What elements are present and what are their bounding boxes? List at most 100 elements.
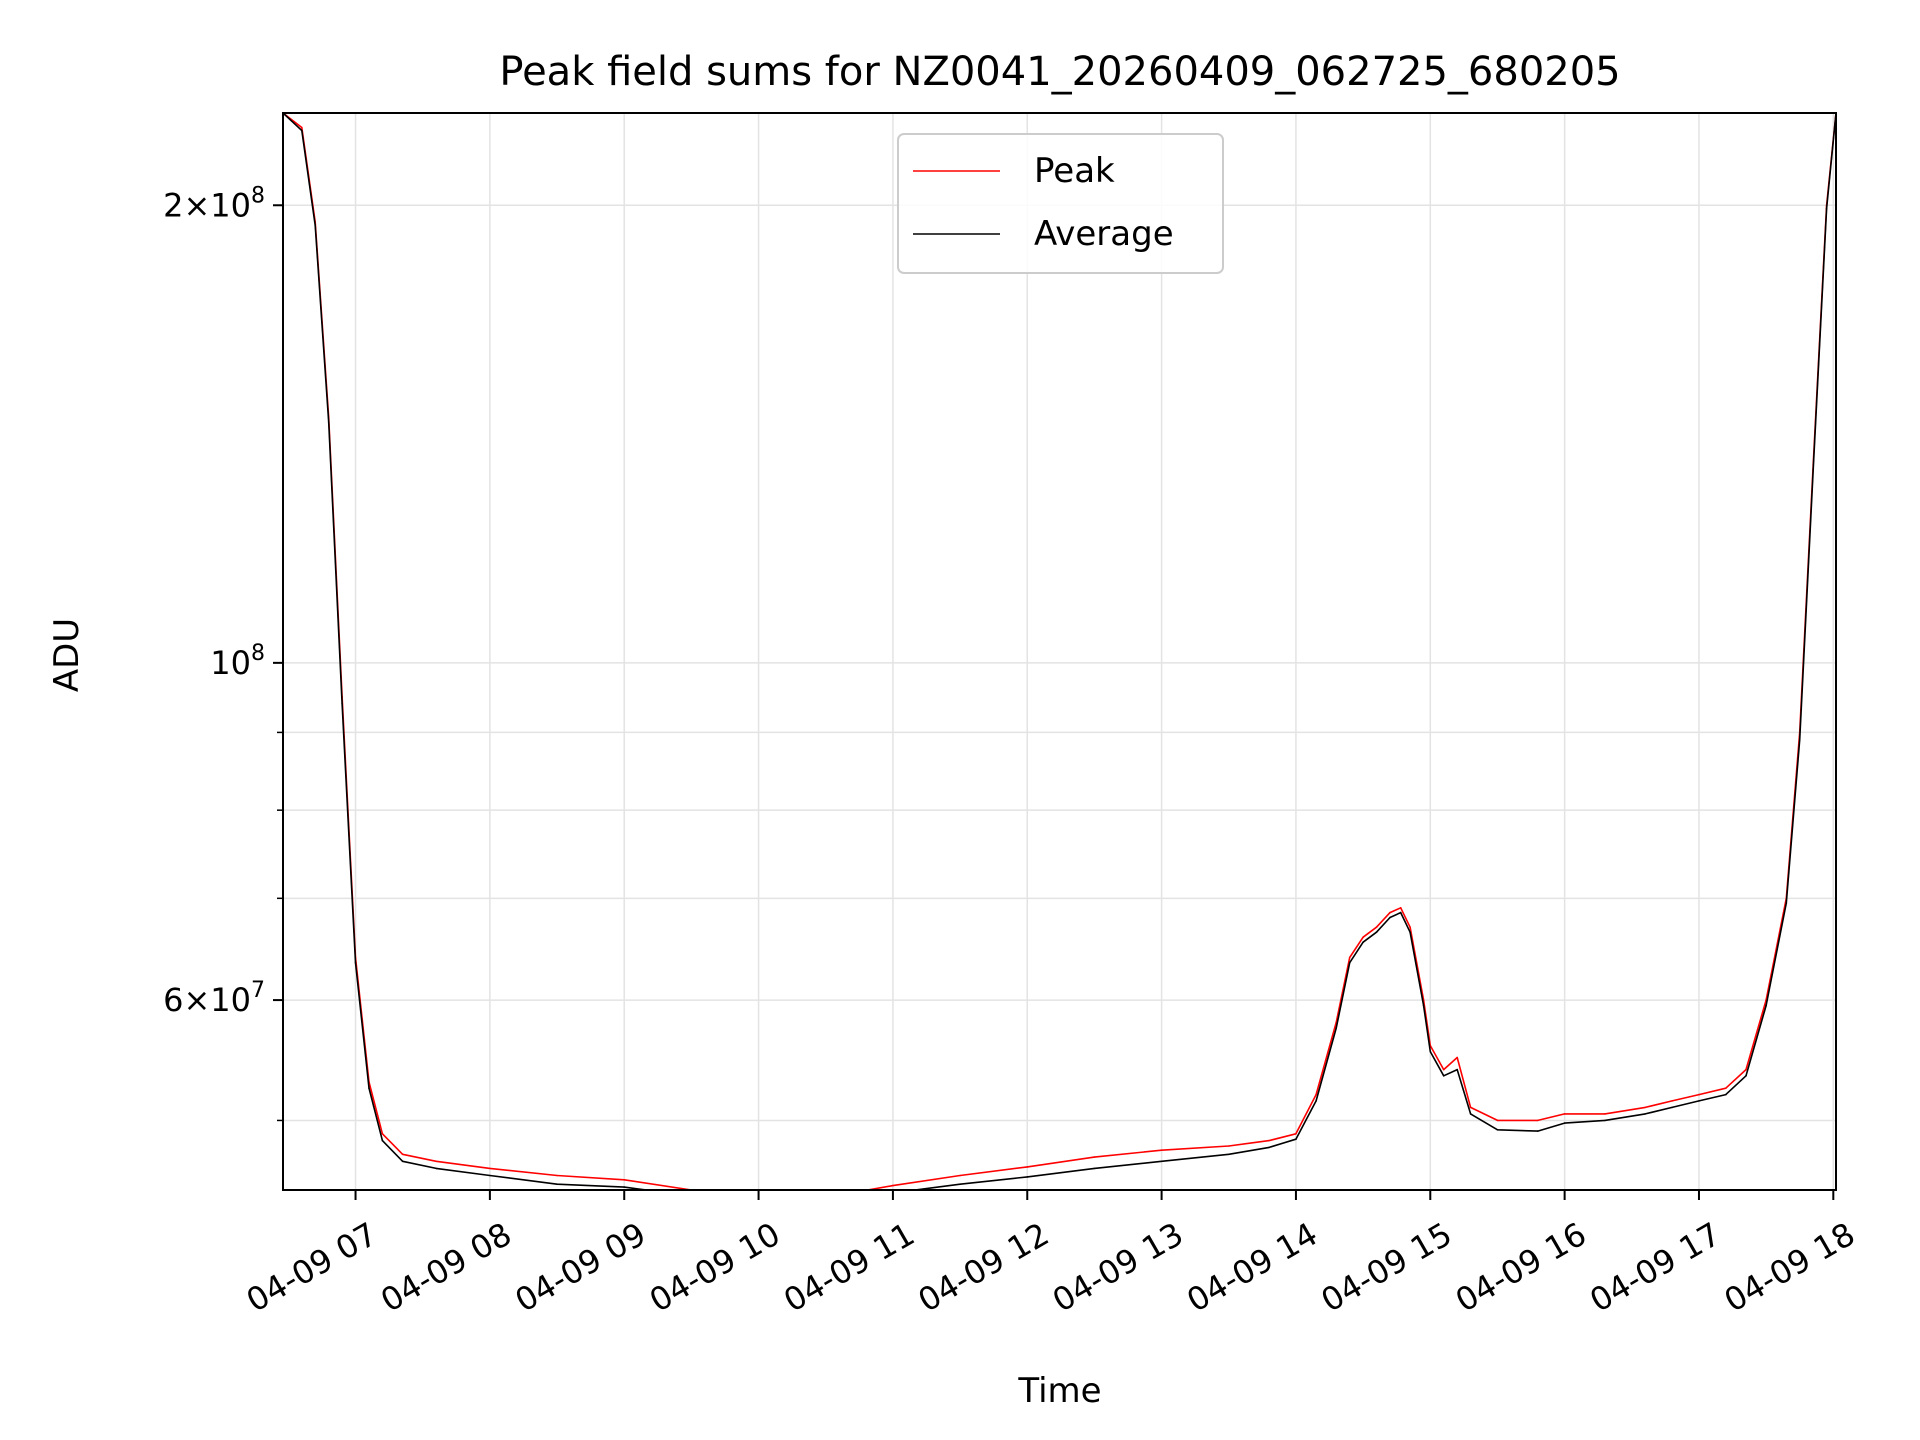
legend-label-peak: Peak [1034, 151, 1115, 191]
y-tick-times: × [183, 186, 210, 224]
data-point-average [1335, 1027, 1337, 1029]
data-point-peak [301, 126, 303, 129]
data-point-average [1644, 1113, 1646, 1115]
data-point-average [1442, 1075, 1445, 1077]
data-point-average [1399, 911, 1402, 914]
y-tick-exponent: 8 [251, 183, 265, 208]
y-tick-label: 108 [210, 641, 265, 682]
legend: Peak Average [897, 133, 1224, 274]
data-point-peak [1160, 1149, 1163, 1151]
data-point-average [1537, 1130, 1539, 1132]
plot-frame [282, 112, 1837, 1191]
data-point-peak [1315, 1093, 1317, 1096]
data-point-average [1026, 1176, 1029, 1178]
data-point-average [401, 1160, 404, 1163]
data-point-peak [556, 1174, 558, 1177]
data-point-peak [1698, 1093, 1700, 1096]
data-point-peak [1563, 1113, 1566, 1115]
y-tick-base: 10 [210, 981, 251, 1019]
data-point-average [301, 129, 303, 132]
data-point-average [1228, 1153, 1230, 1156]
data-point-peak [1348, 956, 1351, 959]
data-point-average [1812, 468, 1814, 471]
y-tick-base: 10 [210, 186, 251, 224]
legend-label-average: Average [1034, 214, 1174, 254]
data-point-peak [1295, 1133, 1297, 1135]
data-point-average [314, 224, 317, 227]
data-point-peak [381, 1133, 384, 1135]
series-layer [283, 113, 1836, 1190]
y-tick-label: 2×108 [163, 183, 265, 224]
data-point-average [1160, 1160, 1163, 1163]
y-tick-base: 10 [210, 644, 251, 682]
data-point-average [1563, 1122, 1566, 1124]
data-point-peak [1644, 1106, 1646, 1109]
x-axis-label: Time [1017, 1371, 1101, 1411]
plot-area [282, 112, 1837, 1191]
data-point-peak [1671, 1100, 1673, 1102]
data-point-peak [892, 1184, 894, 1187]
data-point-average [1375, 931, 1378, 933]
data-point-average [1362, 941, 1364, 943]
data-point-average [1765, 1004, 1767, 1007]
data-point-average [1698, 1100, 1700, 1102]
data-point-average [1725, 1093, 1727, 1096]
data-point-average [368, 1087, 370, 1089]
data-point-average [1456, 1068, 1458, 1071]
data-point-average [381, 1139, 384, 1142]
data-point-peak [1362, 936, 1364, 938]
data-point-average [1348, 961, 1351, 964]
data-point-peak [1026, 1166, 1029, 1168]
data-point-peak [1389, 911, 1391, 914]
data-point-average [623, 1186, 625, 1188]
data-point-peak [623, 1179, 625, 1181]
data-point-average [354, 961, 357, 964]
data-point-peak [1375, 926, 1378, 928]
data-point-average [556, 1183, 558, 1185]
data-point-average [341, 702, 343, 705]
data-point-average [1604, 1119, 1606, 1122]
data-point-peak [1537, 1119, 1539, 1122]
chart-title: Peak field sums for NZ0041_20260409_0627… [499, 49, 1620, 95]
data-point-average [1785, 902, 1788, 904]
y-axis-label: ADU [47, 618, 87, 692]
y-tick-exponent: 8 [251, 641, 265, 666]
data-point-average [1409, 931, 1411, 933]
y-tick-times: × [183, 981, 210, 1019]
data-point-average [435, 1167, 438, 1170]
data-point-peak [1093, 1156, 1096, 1158]
data-point-peak [1496, 1119, 1499, 1122]
data-point-peak [1268, 1139, 1270, 1142]
y-tick-label: 6×107 [163, 978, 265, 1019]
data-point-average [1295, 1138, 1297, 1140]
data-point-peak [1456, 1056, 1458, 1059]
data-point-average [1496, 1129, 1499, 1131]
data-point-average [1315, 1100, 1317, 1102]
data-point-average [1469, 1113, 1472, 1115]
data-point-average [1093, 1167, 1096, 1170]
legend-box [897, 133, 1224, 274]
y-tick-exponent: 7 [251, 978, 265, 1003]
data-point-peak [1745, 1068, 1747, 1071]
data-point-average [1268, 1146, 1270, 1149]
data-point-average [1745, 1075, 1747, 1077]
data-point-peak [1409, 926, 1411, 928]
data-point-peak [489, 1167, 491, 1170]
data-point-peak [959, 1174, 961, 1177]
data-point-average [1389, 916, 1391, 919]
data-point-average [327, 421, 330, 423]
data-point-peak [1399, 907, 1402, 909]
data-point-average [489, 1174, 491, 1177]
data-point-peak [1469, 1106, 1472, 1109]
data-point-average [959, 1183, 961, 1185]
data-point-peak [1725, 1087, 1727, 1089]
data-point-peak [1228, 1145, 1230, 1147]
data-point-average [1671, 1106, 1673, 1109]
data-point-peak [1442, 1068, 1445, 1071]
data-point-average [1429, 1050, 1432, 1053]
data-point-average [1422, 1004, 1425, 1007]
data-point-peak [435, 1160, 438, 1163]
grid [283, 113, 1836, 1190]
